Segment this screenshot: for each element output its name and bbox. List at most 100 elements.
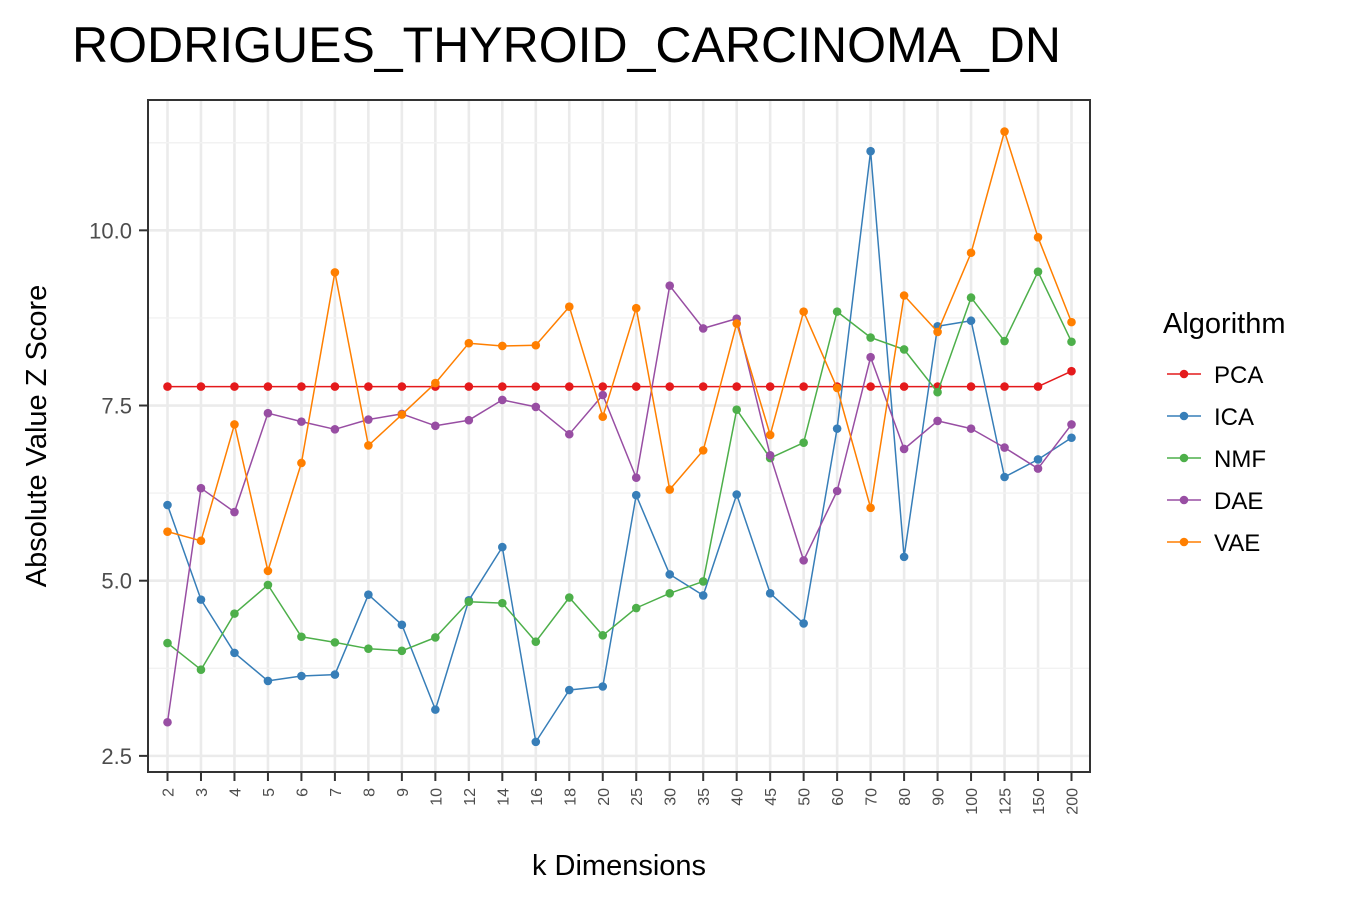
data-point-ica xyxy=(866,146,875,156)
x-tick-label: 4 xyxy=(227,788,244,797)
data-point-pca xyxy=(1000,382,1009,391)
chart-title: RODRIGUES_THYROID_CARCINOMA_DN xyxy=(72,17,1061,73)
legend-item-vae: VAE xyxy=(1167,530,1260,557)
data-point-dae xyxy=(263,408,273,418)
data-point-nmf xyxy=(966,293,976,302)
axes: 2.55.07.510.02 3 4 5 6 7 8 9 10 12 14 16 18 20 25 30 35 4… xyxy=(89,218,1081,814)
data-point-vae xyxy=(431,378,440,388)
data-point-vae xyxy=(1000,127,1009,136)
x-tick-label: 12 xyxy=(462,788,479,806)
data-point-ica xyxy=(163,500,172,510)
data-point-vae xyxy=(464,338,474,348)
data-point-ica xyxy=(631,490,641,500)
x-tick-label: 7 xyxy=(328,788,345,797)
data-point-ica xyxy=(832,424,842,433)
data-point-dae xyxy=(464,415,474,425)
data-point-ica xyxy=(196,595,206,604)
data-point-pca xyxy=(966,382,976,391)
legend-key-point xyxy=(1179,411,1189,421)
series-line-nmf xyxy=(167,270,1073,671)
x-tick-label: 10 xyxy=(428,788,445,806)
data-point-pca xyxy=(799,382,808,391)
series-line-vae xyxy=(167,130,1073,572)
data-point-nmf xyxy=(330,638,340,647)
data-point-nmf xyxy=(698,577,708,586)
series-vae xyxy=(163,127,1076,576)
legend-key-point xyxy=(1179,537,1189,547)
data-point-nmf xyxy=(866,333,875,342)
y-tick-label: 10.0 xyxy=(89,218,132,243)
data-point-pca xyxy=(330,382,340,391)
data-point-dae xyxy=(297,417,306,426)
data-point-pca xyxy=(397,382,407,391)
data-point-nmf xyxy=(498,598,507,608)
data-point-nmf xyxy=(196,665,206,674)
data-point-ica xyxy=(698,591,708,600)
data-point-dae xyxy=(163,717,172,727)
x-tick-label: 5 xyxy=(261,788,278,797)
legend-title: Algorithm xyxy=(1163,308,1286,340)
data-point-dae xyxy=(531,402,541,412)
data-point-nmf xyxy=(431,633,440,642)
data-point-dae xyxy=(564,429,574,439)
data-point-pca xyxy=(665,382,675,391)
data-point-ica xyxy=(1033,455,1043,464)
data-point-vae xyxy=(364,441,373,450)
x-tick-label: 20 xyxy=(596,788,613,806)
y-tick-label: 2.5 xyxy=(101,744,132,769)
data-point-nmf xyxy=(1067,337,1076,347)
legend-label: ICA xyxy=(1214,404,1254,431)
data-point-vae xyxy=(698,446,708,455)
data-point-vae xyxy=(631,303,641,313)
data-point-ica xyxy=(397,620,407,630)
x-tick-label: 45 xyxy=(763,788,780,806)
legend: Algorithm PCA ICA NMF DAE VAE xyxy=(1163,308,1286,557)
legend-label: DAE xyxy=(1214,488,1263,515)
data-point-ica xyxy=(799,619,808,628)
data-point-nmf xyxy=(297,632,306,642)
x-tick-label: 150 xyxy=(1031,788,1048,815)
x-tick-label: 14 xyxy=(495,788,512,806)
data-point-nmf xyxy=(397,646,407,656)
y-axis-title: Absolute Value Z Score xyxy=(21,285,53,588)
data-point-nmf xyxy=(263,580,273,590)
data-point-dae xyxy=(799,556,808,565)
x-tick-label: 8 xyxy=(361,788,378,797)
data-point-ica xyxy=(297,671,306,681)
data-point-vae xyxy=(899,291,909,300)
y-tick-label: 5.0 xyxy=(101,569,132,594)
data-point-pca xyxy=(297,382,306,391)
data-point-vae xyxy=(732,319,741,328)
x-tick-label: 16 xyxy=(529,788,546,806)
series-layer xyxy=(163,127,1076,747)
data-point-pca xyxy=(263,382,273,391)
data-point-dae xyxy=(866,352,875,362)
data-point-pca xyxy=(531,382,541,391)
data-point-pca xyxy=(899,382,909,391)
data-point-ica xyxy=(765,589,775,598)
data-point-vae xyxy=(765,430,775,440)
data-point-nmf xyxy=(732,405,741,415)
data-point-nmf xyxy=(933,387,942,397)
series-line-ica xyxy=(166,150,1072,743)
data-point-dae xyxy=(631,473,641,482)
data-point-vae xyxy=(1033,233,1043,242)
legend-item-ica: ICA xyxy=(1167,404,1254,431)
data-point-dae xyxy=(1067,420,1076,429)
data-point-ica xyxy=(330,670,340,679)
data-point-vae xyxy=(598,412,608,422)
plot-border xyxy=(147,99,1091,773)
x-tick-label: 9 xyxy=(395,788,412,797)
data-point-pca xyxy=(631,382,641,391)
data-point-dae xyxy=(899,444,909,454)
data-point-dae xyxy=(966,424,976,433)
data-point-vae xyxy=(1067,317,1076,327)
data-point-dae xyxy=(1033,464,1043,473)
x-tick-label: 90 xyxy=(931,788,948,806)
data-point-vae xyxy=(498,341,507,351)
series-dae xyxy=(163,281,1076,727)
y-tick-label: 7.5 xyxy=(101,394,132,419)
data-point-dae xyxy=(431,421,440,431)
legend-key-point xyxy=(1179,495,1189,505)
data-point-ica xyxy=(1067,433,1076,443)
